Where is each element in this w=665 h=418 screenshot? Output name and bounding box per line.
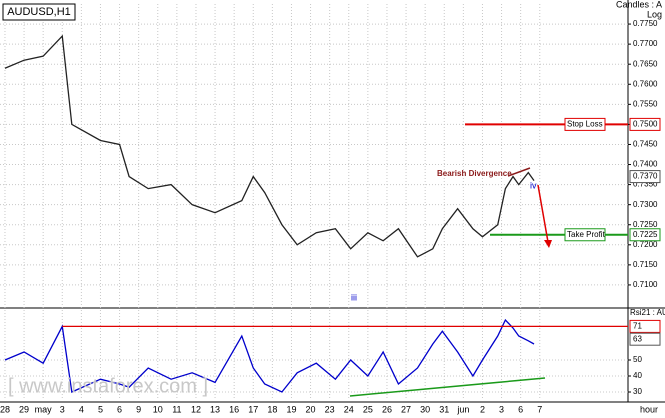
level-value: 0.7500: [633, 120, 658, 129]
rsi-title: Rsi21 : AUD: [630, 308, 665, 317]
current-label: 63: [633, 334, 642, 343]
x-tick-label: 4: [79, 404, 84, 414]
x-tick-label: 31: [439, 404, 449, 414]
x-tick-label: 3: [60, 404, 65, 414]
x-tick-label: 9: [136, 404, 141, 414]
current-box: [629, 170, 661, 184]
y-tick-label: 0.7250: [633, 220, 658, 229]
watermark: [ www.instaforex.com ]: [8, 375, 208, 397]
x-tick-label: 25: [363, 404, 373, 414]
chart-title: AUDUSD,H1: [7, 6, 71, 18]
arrow: [537, 184, 549, 243]
y-tick-label: 0.7200: [633, 240, 658, 249]
y-tick-label: 0.7150: [633, 260, 658, 269]
x-tick-label: 2: [480, 404, 485, 414]
trend-line: [349, 377, 546, 397]
y-tick-label: 50: [633, 355, 642, 364]
annotation: iii: [351, 292, 357, 302]
y-tick-label: 0.7700: [633, 39, 658, 48]
x-tick-label: jun: [456, 404, 469, 414]
x-unit: hour: [640, 404, 658, 414]
x-tick-label: 5: [98, 404, 103, 414]
price-line: [4, 34, 535, 258]
y-tick-label: 0.7350: [633, 180, 658, 189]
y-tick-label: 0.7100: [633, 280, 658, 289]
y-tick-label: 0.7600: [633, 79, 658, 88]
x-tick-label: 20: [306, 404, 316, 414]
x-tick-label: 16: [229, 404, 239, 414]
x-tick-label: 19: [286, 404, 296, 414]
current-label: 0.7370: [633, 172, 658, 181]
x-tick-label: 13: [210, 404, 220, 414]
x-tick-label: 27: [401, 404, 411, 414]
level-label-box: [564, 117, 606, 131]
x-tick-label: may: [35, 404, 53, 414]
y-tick-label: 30: [633, 387, 642, 396]
level-value: 0.7225: [633, 230, 658, 239]
annotation: Bearish Divergence: [437, 169, 512, 178]
level-label-box: [564, 228, 606, 242]
arrow-head: [544, 240, 552, 248]
x-tick-label: 23: [325, 404, 335, 414]
x-tick-label: 6: [518, 404, 523, 414]
x-tick-label: 10: [153, 404, 163, 414]
scale-label: Log: [647, 9, 662, 19]
price-line: [4, 318, 535, 393]
x-tick-label: 6: [117, 404, 122, 414]
y-tick-label: 0.7550: [633, 99, 658, 108]
y-tick-label: 0.7750: [633, 19, 658, 28]
divergence-line: [507, 167, 531, 177]
x-tick-label: 28: [0, 404, 10, 414]
x-tick-label: 26: [382, 404, 392, 414]
x-tick-label: 11: [172, 404, 181, 414]
subtitle: Candles : A: [616, 0, 662, 9]
x-tick-label: 7: [537, 404, 542, 414]
title-box: [2, 3, 76, 21]
level-value-box: [629, 117, 661, 131]
x-tick-label: 3: [499, 404, 504, 414]
y-tick-label: 0.7400: [633, 160, 658, 169]
level-value-box: [629, 228, 661, 242]
x-tick-label: 24: [344, 404, 354, 414]
x-tick-label: 29: [19, 404, 29, 414]
current-box: [629, 332, 661, 346]
level-label: Take Profit: [567, 230, 606, 239]
y-tick-label: 0.7650: [633, 59, 658, 68]
y-tick-label: 0.7450: [633, 140, 658, 149]
x-tick-label: 18: [267, 404, 277, 414]
x-tick-label: 30: [420, 404, 430, 414]
level-value-box: [629, 319, 661, 333]
annotation: iv: [530, 180, 537, 190]
x-tick-label: 12: [191, 404, 201, 414]
y-tick-label: 0.7300: [633, 200, 658, 209]
x-tick-label: 17: [248, 404, 258, 414]
level-label: Stop Loss: [567, 120, 603, 129]
level-value: 71: [633, 322, 642, 331]
y-tick-label: 40: [633, 371, 642, 380]
